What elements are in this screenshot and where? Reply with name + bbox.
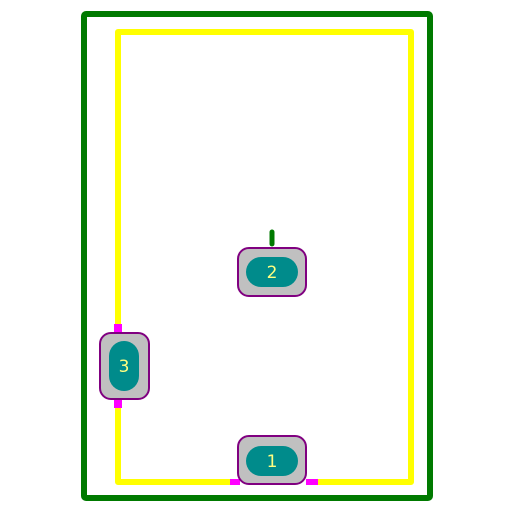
pad-1[interactable]: 1 [237, 435, 307, 485]
pad-label: 1 [267, 452, 278, 472]
pad-label: 2 [267, 263, 278, 283]
clearance-mark [114, 324, 122, 332]
clearance-mark [114, 400, 122, 408]
pad-2[interactable]: 2 [237, 247, 307, 297]
courtyard-outline [81, 11, 433, 501]
silkscreen-segment-top [115, 29, 414, 485]
pad-copper [109, 341, 139, 391]
pad-label: 3 [119, 357, 130, 377]
silkscreen-segment-bottom-left [115, 401, 235, 485]
clearance-mark [230, 479, 240, 485]
pad-copper [246, 446, 298, 476]
clearance-mark [306, 479, 318, 485]
pad-3[interactable]: 3 [99, 332, 150, 400]
clearance-marks [114, 324, 318, 485]
pad-copper [246, 257, 298, 287]
silkscreen-outline [115, 29, 414, 485]
